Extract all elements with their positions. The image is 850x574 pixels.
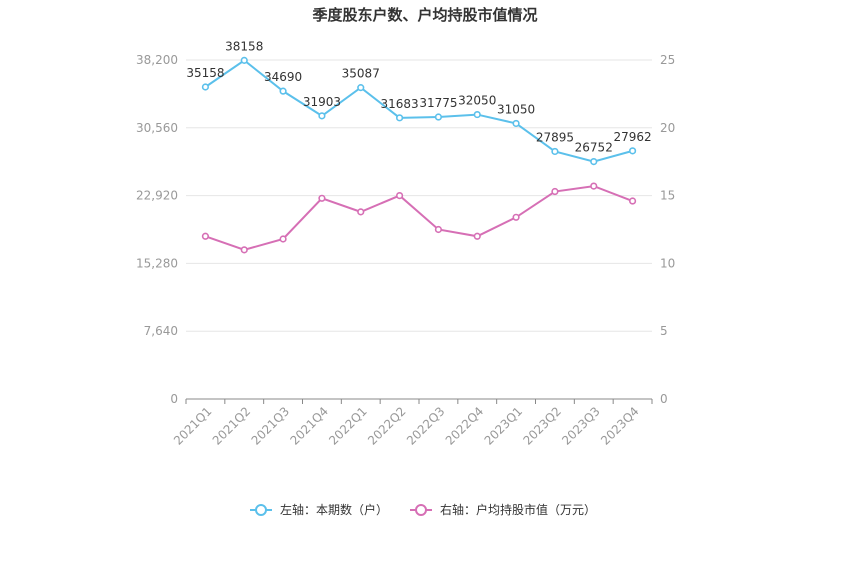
data-point bbox=[357, 208, 365, 216]
data-point bbox=[434, 225, 443, 234]
left-axis-tick-label: 7,640 bbox=[144, 324, 178, 338]
data-point bbox=[318, 112, 326, 120]
data-point bbox=[628, 147, 637, 155]
x-axis-tick-label: 2021Q1 bbox=[171, 404, 215, 448]
right-axis-tick-label: 0 bbox=[660, 392, 668, 406]
data-point bbox=[590, 182, 598, 190]
data-label: 32050 bbox=[458, 94, 496, 108]
data-label: 31683 bbox=[380, 97, 418, 111]
data-label: 31775 bbox=[419, 96, 457, 110]
x-axis-tick-label: 2023Q1 bbox=[482, 404, 526, 448]
series-line-1 bbox=[204, 59, 633, 163]
data-point bbox=[551, 187, 559, 196]
x-axis-tick-label: 2021Q4 bbox=[287, 404, 331, 448]
data-label: 31903 bbox=[303, 95, 341, 109]
data-point bbox=[628, 197, 637, 205]
left-axis-tick-label: 22,920 bbox=[136, 189, 178, 203]
chart-title: 季度股东户数、户均持股市值情况 bbox=[312, 6, 537, 24]
grid bbox=[186, 59, 652, 400]
data-point bbox=[473, 110, 481, 119]
x-axis-tick-label: 2022Q4 bbox=[443, 404, 487, 448]
left-axis-tick-label: 0 bbox=[170, 392, 178, 406]
data-label: 35087 bbox=[342, 67, 380, 81]
data-label: 27962 bbox=[613, 130, 651, 144]
x-axis-tick-label: 2023Q4 bbox=[598, 404, 642, 448]
x-axis-tick-label: 2022Q2 bbox=[365, 404, 409, 448]
axes: 0 0 7,640 5 15,280 10 22,920 15 30,560 20 38,200 25… bbox=[136, 53, 675, 448]
data-point bbox=[395, 192, 404, 200]
data-label: 26752 bbox=[575, 141, 613, 155]
right-axis-tick-label: 25 bbox=[660, 53, 675, 67]
data-label: 31050 bbox=[497, 102, 535, 116]
x-axis-tick-label: 2022Q1 bbox=[326, 404, 370, 448]
data-point bbox=[318, 194, 326, 202]
x-axis-tick-label: 2023Q2 bbox=[520, 404, 564, 448]
data-point bbox=[279, 235, 287, 243]
data-point bbox=[279, 87, 287, 95]
data-label: 38158 bbox=[225, 39, 263, 53]
data-point bbox=[512, 213, 520, 221]
legend-label: 右轴：户均持股市值（万元） bbox=[440, 502, 596, 517]
left-axis-tick-label: 38,200 bbox=[136, 53, 178, 67]
left-axis-tick-label: 30,560 bbox=[136, 121, 178, 135]
data-point bbox=[473, 232, 481, 240]
x-axis-tick-label: 2021Q2 bbox=[210, 404, 254, 448]
data-point bbox=[240, 246, 248, 254]
data-point bbox=[434, 113, 443, 121]
legend-marker bbox=[415, 504, 427, 516]
x-axis-tick-label: 2023Q3 bbox=[559, 404, 603, 448]
right-axis-tick-label: 15 bbox=[660, 189, 675, 203]
legend-item: 右轴：户均持股市值（万元） bbox=[410, 502, 596, 517]
data-label: 27895 bbox=[536, 130, 574, 144]
data-point bbox=[395, 114, 404, 122]
data-point bbox=[512, 119, 520, 128]
right-axis-tick-label: 5 bbox=[660, 324, 668, 338]
data-point bbox=[590, 157, 598, 166]
data-point bbox=[357, 84, 365, 92]
left-axis-tick-label: 15,280 bbox=[136, 256, 178, 270]
data-point bbox=[201, 83, 210, 91]
series-layer bbox=[201, 56, 637, 254]
legend-label: 左轴：本期数（户） bbox=[280, 502, 388, 517]
legend-item: 左轴：本期数（户） bbox=[250, 502, 388, 517]
data-point bbox=[551, 147, 559, 156]
data-label: 35158 bbox=[186, 66, 224, 80]
data-point bbox=[240, 56, 248, 64]
data-label: 34690 bbox=[264, 70, 302, 84]
right-axis-tick-label: 10 bbox=[660, 256, 675, 270]
legend: 左轴：本期数（户） 右轴：户均持股市值（万元） bbox=[250, 502, 596, 517]
right-axis-tick-label: 20 bbox=[660, 121, 675, 135]
x-axis-tick-label: 2022Q3 bbox=[404, 404, 448, 448]
data-point bbox=[201, 232, 210, 240]
x-axis-tick-label: 2021Q3 bbox=[249, 404, 293, 448]
series-line-2 bbox=[205, 185, 633, 251]
legend-marker bbox=[255, 504, 267, 516]
